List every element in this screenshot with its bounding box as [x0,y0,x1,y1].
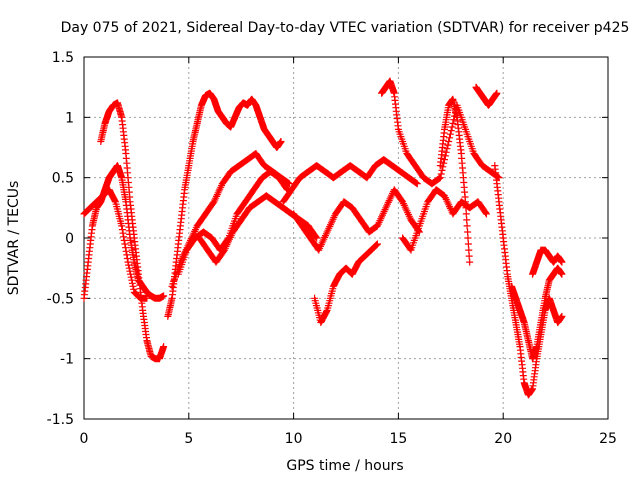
series-sat-n [472,83,501,109]
series-sat-j [290,186,423,254]
x-axis-label: GPS time / hours [286,458,403,474]
y-tick-label: 0.5 [52,171,74,187]
data-point-markers [290,186,423,254]
series-sat-i [311,240,381,326]
data-point-markers [279,156,421,206]
data-point-markers [491,162,566,399]
data-points [80,77,566,399]
x-tick-label: 15 [389,431,407,447]
series-sat-h [279,156,421,206]
series-sat-o [491,162,566,399]
series-sat-p [508,264,566,363]
data-point-markers [80,186,151,302]
series-sat-c [80,186,151,302]
y-axis: -1.5 -1 -0.5 0 0.5 1 1.5 [47,50,608,428]
y-tick-label: -1 [60,352,74,368]
y-tick-label: 1 [65,110,74,126]
series-sat-m [436,95,474,266]
y-axis-label: SDTVAR / TECUs [6,181,22,296]
series-sat-q [529,246,566,278]
data-point-markers [80,162,168,302]
x-tick-label: 20 [494,431,512,447]
x-tick-label: 25 [599,431,617,447]
x-tick-label: 10 [285,431,303,447]
chart-title: Day 075 of 2021, Sidereal Day-to-day VTE… [61,20,630,36]
series-sat-f [174,168,291,278]
x-tick-label: 0 [80,431,89,447]
data-point-markers [97,99,168,363]
y-tick-label: 0 [65,231,74,247]
data-point-markers [174,168,291,278]
data-point-markers [529,246,566,278]
data-point-markers [399,186,490,254]
series-sat-l [399,186,490,254]
data-point-markers [472,83,501,109]
y-tick-label: 1.5 [52,50,74,66]
data-point-markers [436,95,474,266]
data-point-markers [164,89,285,320]
series-sat-a [80,162,168,302]
grid [84,57,608,419]
data-point-markers [311,240,381,326]
series-sat-b [97,99,168,363]
series-sat-d [164,89,285,320]
y-tick-label: -1.5 [47,412,74,428]
y-tick-label: -0.5 [47,291,74,307]
x-tick-label: 5 [184,431,193,447]
data-point-markers [508,264,566,363]
x-axis: 0 5 10 15 20 25 [80,57,617,447]
